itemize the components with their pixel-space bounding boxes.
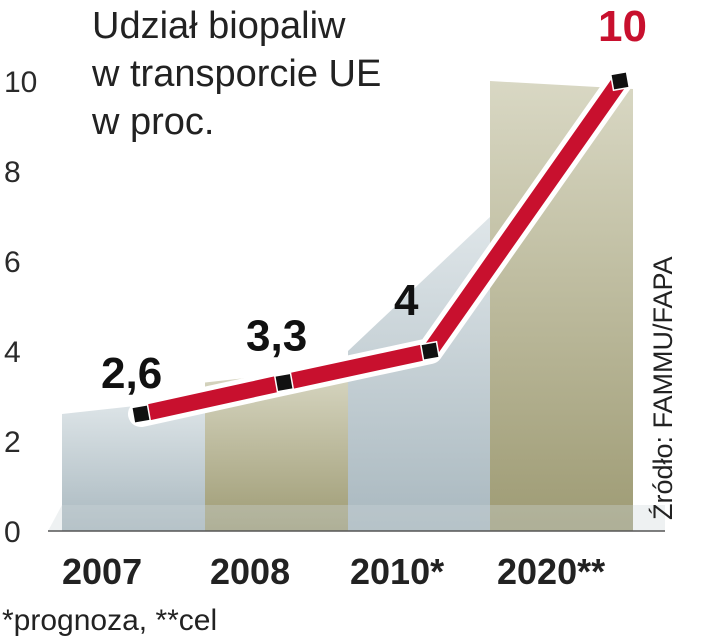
line-series bbox=[128, 68, 633, 427]
data-point-2020** bbox=[609, 70, 631, 92]
source-label: Źródło: FAMMU/FAPA bbox=[648, 256, 678, 520]
y-axis-ticks: 0 2 4 6 8 10 bbox=[4, 66, 37, 549]
y-tick-label-6: 6 bbox=[4, 246, 21, 279]
chart-title-line-1: Udział biopaliw bbox=[92, 5, 346, 47]
data-label-2007: 2,6 bbox=[101, 349, 162, 398]
x-tick-label-2020**: 2020** bbox=[497, 551, 605, 592]
x-tick-label-2010*: 2010* bbox=[350, 551, 444, 592]
y-tick-label-10: 10 bbox=[4, 66, 37, 99]
data-label-2010*: 4 bbox=[394, 276, 419, 325]
y-tick-label-0: 0 bbox=[4, 516, 21, 549]
data-point-2007 bbox=[130, 403, 152, 425]
series-line bbox=[133, 73, 628, 422]
x-tick-label-2008: 2008 bbox=[210, 551, 290, 592]
x-tick-label-2007: 2007 bbox=[62, 551, 142, 592]
chart-title-line-2: w transporcie UE bbox=[91, 53, 381, 95]
background-column-0 bbox=[62, 398, 205, 531]
data-point-2010* bbox=[419, 340, 441, 362]
data-labels: 2,6 3,3 4 10 bbox=[101, 2, 647, 398]
data-label-2020**: 10 bbox=[598, 2, 647, 51]
chart-title-line-3: w proc. bbox=[91, 101, 214, 143]
y-tick-label-2: 2 bbox=[4, 426, 21, 459]
background-column-1 bbox=[205, 366, 348, 531]
footnote: *prognoza, **cel bbox=[2, 604, 217, 637]
x-axis-ticks: 2007 2008 2010* 2020** bbox=[62, 551, 605, 592]
y-tick-label-8: 8 bbox=[4, 156, 21, 189]
data-label-2008: 3,3 bbox=[246, 312, 307, 361]
data-point-2008 bbox=[273, 372, 295, 393]
floor-shade bbox=[48, 505, 665, 531]
y-tick-label-4: 4 bbox=[4, 336, 21, 369]
